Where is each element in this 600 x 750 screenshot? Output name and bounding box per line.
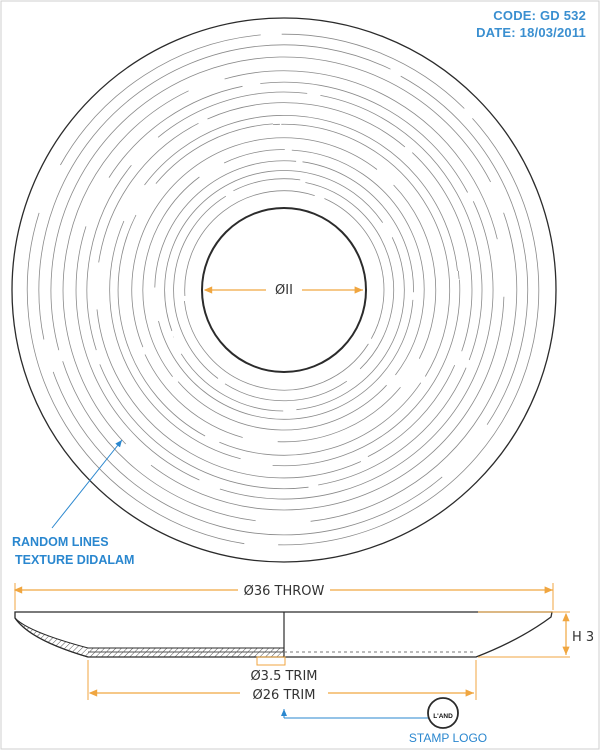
texture-line — [320, 95, 483, 361]
texture-line — [219, 382, 422, 456]
texture-line — [207, 102, 406, 148]
stamp-logo: L'AND — [427, 697, 459, 729]
texture-line — [233, 178, 301, 192]
texture-line — [281, 33, 465, 109]
texture-line — [184, 300, 369, 391]
texture-line — [157, 91, 308, 138]
throw-label-bg — [238, 580, 330, 600]
texture-line — [296, 237, 405, 411]
texture-line — [98, 122, 199, 263]
texture-line — [281, 123, 451, 377]
texture-line — [180, 353, 284, 412]
texture-line — [223, 149, 285, 164]
throw-label: Ø36 THROW — [244, 584, 325, 599]
inner-diameter-label-bg — [266, 279, 302, 299]
texture-line — [177, 381, 387, 431]
inner-diameter-label: ØII — [275, 283, 293, 298]
texture-line — [50, 56, 491, 351]
texture-note-line1: RANDOM LINES — [12, 535, 109, 549]
texture-line — [75, 226, 200, 481]
texture-line — [393, 184, 437, 359]
texture-line — [158, 299, 414, 420]
texture-line — [219, 201, 494, 500]
texture-line — [164, 170, 384, 332]
texture-line — [458, 270, 460, 279]
texture-line — [109, 220, 241, 460]
stamp-logo-text: L'AND — [433, 713, 453, 720]
texture-line — [260, 81, 468, 193]
texture-line — [278, 118, 540, 546]
texture-line — [318, 367, 467, 486]
texture-line — [86, 165, 132, 351]
texture-note-line2: TEXTURE DIDALAM — [15, 553, 134, 567]
texture-line — [154, 160, 297, 288]
texture-line — [173, 195, 227, 379]
texture-line — [305, 182, 395, 370]
side-view: Ø36 THROW H 3 Ø3.5 TRIM — [13, 580, 594, 745]
small-trim-label: Ø3.5 TRIM — [250, 669, 317, 684]
stamp-logo-label: STAMP LOGO — [409, 731, 487, 745]
texture-line — [26, 212, 245, 545]
inner-well — [201, 207, 367, 373]
texture-line — [117, 214, 206, 437]
outer-rim — [11, 17, 557, 563]
texture-line — [272, 279, 461, 467]
texture-line — [302, 161, 414, 293]
texture-line — [96, 309, 362, 479]
texture-line — [150, 296, 505, 511]
texture-line — [155, 123, 273, 184]
texture-line — [224, 70, 498, 240]
texture-line — [144, 354, 243, 438]
texture-leader-line — [51, 439, 123, 529]
texture-line — [108, 85, 243, 178]
texture-line — [60, 34, 261, 166]
top-view: ØII RANDOM LINES TEXTURE DIDALAM — [11, 17, 557, 567]
texture-line — [400, 75, 529, 425]
code-label: CODE: GD 532 — [493, 8, 586, 23]
texture-line — [131, 137, 378, 348]
random-lines-texture — [26, 33, 540, 546]
small-trim-marker — [256, 656, 286, 666]
texture-line — [367, 364, 456, 457]
texture-line — [99, 364, 309, 490]
texture-line — [142, 176, 200, 377]
texture-line — [224, 380, 348, 402]
trim-label-bg — [240, 684, 328, 704]
texture-line — [144, 115, 458, 272]
date-label: DATE: 18/03/2011 — [476, 25, 586, 40]
texture-line — [412, 152, 473, 352]
texture-line — [291, 149, 425, 376]
texture-line — [38, 44, 391, 340]
texture-line — [324, 198, 385, 339]
texture-line — [62, 90, 189, 445]
texture-line — [277, 387, 401, 443]
texture-line — [184, 190, 315, 297]
texture-line — [62, 361, 256, 522]
height-label: H 3 — [572, 630, 594, 645]
texture-line — [310, 212, 518, 522]
large-trim-label: Ø26 TRIM — [253, 688, 316, 703]
texture-line — [52, 371, 443, 536]
